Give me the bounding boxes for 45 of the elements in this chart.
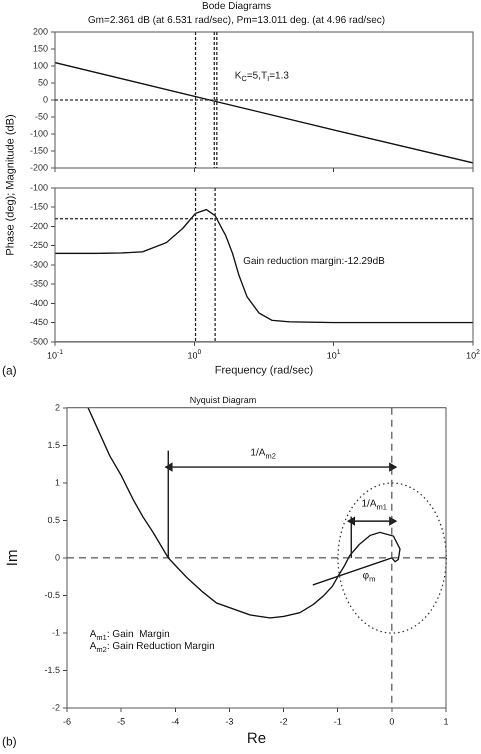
x-tick-label: -3 (225, 716, 234, 726)
y-tick-label: 50 (38, 77, 48, 88)
chart-subtitle: Gm=2.361 dB (at 6.531 rad/sec), Pm=13.011 deg. (at 4.96 rad/sec) (88, 14, 386, 26)
y-tick-label: -400 (30, 298, 48, 308)
y-tick-label: 200 (32, 26, 48, 36)
y-tick-label: -1.5 (44, 664, 60, 675)
x-tick-label: -4 (171, 716, 180, 726)
y-tick-label: -500 (30, 336, 48, 346)
y-tick-label: -300 (30, 259, 48, 270)
x-tick-label: -6 (63, 716, 72, 726)
y-tick-label: -2 (52, 702, 60, 712)
annotation: Gain reduction margin:-12.29dB (243, 256, 386, 267)
y-axis-title: Phase (deg); Magnitude (dB) (4, 114, 16, 256)
x-axis-title: Frequency (rad/sec) (214, 364, 314, 376)
text: (a) (2, 363, 17, 378)
x-tick-label: 1 (443, 716, 449, 726)
x-axis-title: Re (246, 730, 266, 748)
y-tick-label: 1 (54, 477, 60, 488)
y-tick-label: -1 (52, 627, 60, 638)
y-tick-label: -250 (30, 240, 48, 250)
y-tick-label: -0.5 (44, 590, 60, 600)
y-tick-label: -100 (30, 182, 48, 192)
y-axis-title: Im (4, 550, 22, 566)
y-tick-label: 100 (32, 60, 48, 70)
y-tick-label: -450 (30, 317, 48, 328)
x-tick-label: -2 (280, 716, 288, 726)
x-tick-label: -1 (334, 716, 342, 726)
y-tick-label: 2 (54, 402, 60, 412)
y-tick-label: -100 (30, 128, 48, 138)
chart-title: Nyquist Diagram (190, 394, 256, 405)
x-tick-label: -5 (117, 716, 126, 726)
y-tick-label: 1.5 (47, 440, 60, 450)
y-tick-label: 150 (32, 43, 48, 54)
chart-title: Bode Diagrams (202, 0, 271, 12)
y-tick-label: -350 (30, 278, 48, 289)
y-tick-label: -200 (30, 220, 48, 231)
y-tick-label: 0 (42, 94, 48, 104)
y-tick-label: 0.5 (47, 514, 60, 525)
y-tick-label: -50 (34, 111, 48, 122)
y-tick-label: -150 (30, 145, 48, 156)
x-tick-label: 0 (389, 716, 394, 726)
y-tick-label: -200 (30, 162, 48, 172)
text: (b) (2, 734, 17, 748)
y-tick-label: -150 (30, 202, 48, 212)
y-tick-label: 0 (54, 552, 60, 562)
